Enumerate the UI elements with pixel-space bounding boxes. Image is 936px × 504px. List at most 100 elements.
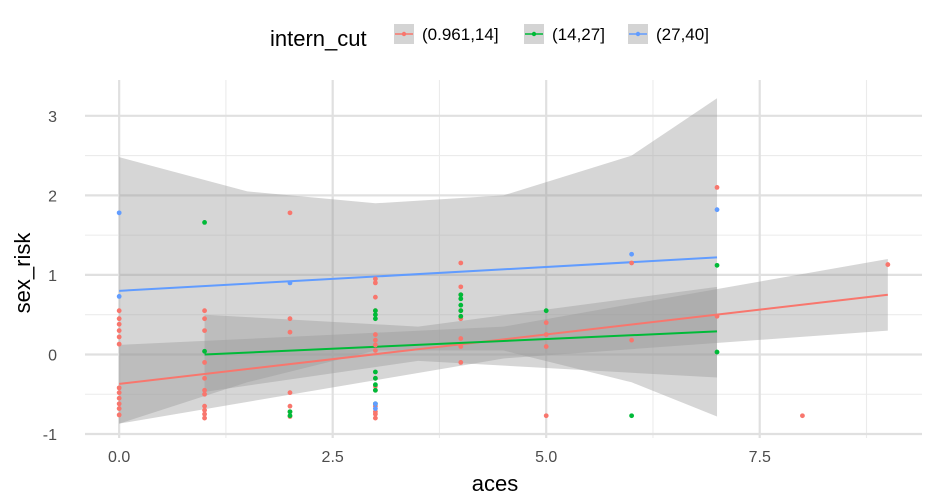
- data-point: [458, 284, 464, 290]
- data-point: [372, 401, 378, 407]
- data-point: [116, 334, 122, 340]
- data-point: [116, 316, 122, 322]
- data-point: [202, 360, 207, 365]
- data-point: [202, 387, 207, 393]
- y-tick-label: -1: [43, 427, 57, 444]
- legend-entry-label: (27,40]: [656, 25, 709, 44]
- x-axis-title: aces: [472, 471, 518, 496]
- axis-ticks: 0.0 2.5 5.0 7.5 -1 0 1 2 3: [43, 109, 771, 466]
- data-point: [372, 294, 378, 300]
- data-point: [714, 262, 720, 268]
- data-point: [202, 220, 207, 225]
- data-point: [543, 413, 549, 419]
- data-point: [287, 390, 293, 396]
- data-point: [116, 328, 122, 333]
- data-point: [372, 342, 378, 348]
- data-point: [372, 316, 378, 322]
- legend-entry-label: (0.961,14]: [422, 25, 499, 44]
- legend-key-dot: [531, 31, 537, 37]
- y-tick-label: 1: [48, 268, 57, 285]
- grid: [85, 80, 922, 438]
- data-point: [202, 415, 207, 421]
- data-point: [372, 369, 378, 375]
- data-point: [202, 348, 207, 354]
- data-point: [372, 411, 378, 417]
- data-point: [116, 406, 122, 411]
- data-point: [629, 251, 635, 257]
- legend-key-dot: [401, 31, 407, 37]
- fit-line: [204, 330, 718, 356]
- data-point: [458, 308, 464, 314]
- data-point: [458, 344, 464, 349]
- data-point: [372, 332, 378, 337]
- data-point: [372, 406, 378, 411]
- data-point: [629, 413, 635, 419]
- data-point: [372, 348, 378, 353]
- y-axis-title: sex_risk: [10, 232, 35, 314]
- data-point: [202, 375, 207, 381]
- data-point: [629, 260, 635, 266]
- data-point: [458, 260, 464, 266]
- data-point: [543, 320, 549, 326]
- data-point: [543, 308, 549, 314]
- data-point: [287, 403, 293, 409]
- data-point: [116, 385, 122, 391]
- data-point: [885, 262, 891, 267]
- confidence-bands: [119, 98, 888, 424]
- data-point: [714, 185, 720, 190]
- data-point: [202, 411, 207, 417]
- data-point: [800, 413, 805, 419]
- data-point: [287, 210, 293, 216]
- data-point: [287, 316, 293, 322]
- data-point: [372, 312, 378, 318]
- data-point: [116, 321, 122, 327]
- data-point: [714, 207, 720, 213]
- confidence-band: [119, 98, 718, 424]
- legend-entry-label: (14,27]: [552, 25, 605, 44]
- data-point: [202, 403, 207, 409]
- data-point: [116, 401, 122, 407]
- data-point: [543, 332, 549, 337]
- data-point: [458, 336, 464, 341]
- data-point: [116, 390, 122, 396]
- legend: intern_cut (0.961,14] (14,27] (27,40]: [270, 24, 709, 51]
- data-point: [372, 308, 378, 314]
- data-point: [116, 412, 122, 418]
- data-point: [458, 296, 464, 302]
- x-tick-label: 5.0: [535, 449, 557, 466]
- data-point: [458, 313, 464, 319]
- data-point: [458, 360, 464, 365]
- data-point: [287, 280, 293, 286]
- data-point: [202, 316, 207, 322]
- data-point: [372, 415, 378, 421]
- x-tick-label: 0.0: [108, 449, 130, 466]
- data-point: [372, 280, 378, 286]
- data-point: [372, 337, 378, 343]
- data-point: [287, 409, 293, 415]
- data-point: [202, 308, 207, 314]
- fit-line: [119, 293, 888, 385]
- data-point: [714, 313, 720, 319]
- data-point: [458, 302, 464, 308]
- data-point: [372, 387, 378, 393]
- data-point: [287, 413, 293, 419]
- y-tick-label: 2: [48, 188, 57, 205]
- data-points: [116, 185, 891, 421]
- data-point: [714, 349, 720, 355]
- data-point: [629, 337, 635, 343]
- data-point: [202, 391, 207, 397]
- data-point: [116, 293, 122, 299]
- data-point: [543, 344, 549, 349]
- data-point: [116, 395, 122, 401]
- data-point: [372, 375, 378, 381]
- y-tick-label: 3: [48, 109, 57, 126]
- data-point: [202, 328, 207, 333]
- y-tick-label: 0: [48, 347, 57, 364]
- legend-key-dot: [635, 31, 641, 37]
- data-point: [458, 292, 464, 298]
- data-point: [116, 341, 122, 347]
- x-tick-label: 7.5: [749, 449, 771, 466]
- fit-lines: [119, 256, 888, 385]
- x-tick-label: 2.5: [322, 449, 344, 466]
